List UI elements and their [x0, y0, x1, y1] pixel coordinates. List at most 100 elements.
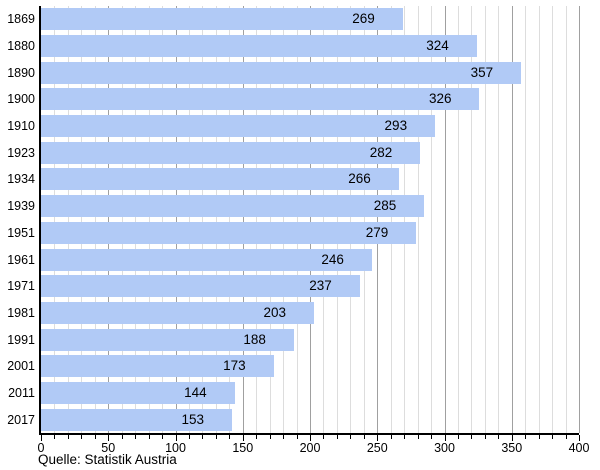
gridline-minor — [54, 6, 56, 433]
gridline-minor — [94, 6, 96, 433]
bar: 269 — [41, 8, 403, 31]
bar-value-label: 324 — [426, 38, 449, 54]
year-label: 1951 — [7, 225, 35, 240]
x-tick-minor — [552, 435, 554, 439]
year-label: 1939 — [7, 198, 35, 213]
year-label: 1869 — [7, 12, 35, 27]
x-tick-label: 200 — [299, 441, 321, 455]
gridline-major — [242, 6, 244, 433]
x-tick-label: 250 — [366, 441, 388, 455]
x-tick-minor — [67, 435, 69, 439]
x-tick-label: 400 — [568, 441, 590, 455]
gridline-minor — [148, 6, 150, 433]
gridline-minor — [188, 6, 190, 433]
bar-row: 2011 144 — [8, 380, 579, 407]
year-label: 1890 — [7, 65, 35, 80]
bar-row: 2001 173 — [7, 353, 579, 380]
gridline-minor — [81, 6, 83, 433]
bar: 237 — [41, 275, 360, 298]
x-tick-minor — [81, 435, 83, 439]
gridlines — [41, 6, 580, 433]
year-label: 1880 — [7, 38, 35, 53]
bar: 153 — [41, 408, 232, 431]
plot-area: 1869 269 1880 324 1890 357 1900 326 1910 293 1923 2… — [7, 6, 580, 435]
gridline-minor — [552, 6, 554, 433]
bar: 203 — [41, 301, 315, 324]
bar-row: 1951 279 — [7, 220, 579, 247]
x-tick-major — [377, 435, 379, 441]
x-tick-minor — [390, 435, 392, 439]
bar-value-label: 326 — [428, 91, 452, 107]
bar-value-label: 285 — [373, 198, 397, 214]
bar-row: 1961 246 — [7, 246, 579, 273]
bar-row: 1991 188 — [7, 326, 579, 353]
gridline-major — [377, 6, 379, 433]
x-tick-major — [242, 435, 244, 441]
x-tick-minor — [148, 435, 150, 439]
x-tick-label: 0 — [37, 441, 45, 455]
x-tick-minor — [162, 435, 164, 439]
bar: 293 — [41, 115, 436, 138]
gridline-minor — [336, 6, 338, 433]
bar-value-label: 282 — [369, 144, 393, 160]
x-tick-minor — [431, 435, 433, 439]
bar-value-label: 269 — [352, 11, 375, 27]
x-tick-major — [310, 435, 311, 441]
x-tick-minor — [229, 435, 231, 439]
gridline-major — [108, 6, 110, 433]
x-tick-minor — [350, 435, 352, 439]
gridline-minor — [431, 6, 433, 433]
year-label: 1981 — [7, 305, 35, 320]
gridline-minor — [363, 6, 365, 433]
x-tick-major — [444, 435, 446, 441]
gridline-minor — [229, 6, 231, 433]
x-tick-label: 150 — [232, 441, 254, 455]
gridline-minor — [256, 6, 258, 433]
gridline-minor — [457, 6, 459, 433]
year-label: 1971 — [7, 278, 35, 293]
bar-row: 1934 266 — [7, 166, 579, 193]
x-tick-minor — [323, 435, 325, 439]
gridline-major — [175, 6, 177, 433]
x-tick-minor — [525, 435, 527, 439]
bar-value-label: 188 — [243, 331, 266, 347]
x-tick-minor — [94, 435, 96, 439]
gridline-minor — [67, 6, 69, 433]
x-tick-label: 300 — [434, 441, 455, 455]
gridline-minor — [350, 6, 352, 433]
gridline-minor — [323, 6, 325, 433]
x-tick-major — [41, 435, 42, 441]
gridline-minor — [565, 6, 567, 433]
x-tick-minor — [202, 435, 204, 439]
bar: 266 — [41, 168, 399, 191]
x-tick-minor — [498, 435, 500, 439]
gridline-minor — [283, 6, 285, 433]
gridline-major — [579, 6, 580, 433]
x-tick-major — [108, 435, 110, 441]
x-tick-label: 350 — [501, 441, 523, 455]
bar-value-label: 357 — [470, 64, 494, 80]
bar-row: 1869 269 — [7, 6, 579, 33]
bar-value-label: 203 — [263, 304, 287, 320]
bar: 173 — [41, 355, 274, 378]
bar: 324 — [41, 35, 477, 58]
gridline-minor — [135, 6, 137, 433]
bar-row: 1900 326 — [7, 86, 579, 113]
bar-rows: 1869 269 1880 324 1890 357 1900 326 1910 293 1923 2… — [7, 6, 579, 433]
bar-row: 1880 324 — [7, 33, 579, 60]
gridline-major — [310, 6, 311, 433]
x-tick-minor — [336, 435, 338, 439]
x-axis-labels: 0 50 100 150 200 250 300 350 400 — [37, 441, 590, 456]
x-tick-major — [175, 435, 177, 441]
gridline-major — [511, 6, 513, 433]
year-label: 2001 — [7, 359, 35, 374]
year-label: 1923 — [7, 145, 35, 160]
bar: 279 — [41, 221, 417, 244]
gridline-major — [444, 6, 446, 433]
x-axis-ticks — [41, 435, 580, 443]
bar: 246 — [41, 248, 372, 271]
bar-value-label: 153 — [181, 411, 204, 427]
bar-value-label: 266 — [348, 171, 371, 187]
year-label: 2017 — [7, 412, 35, 427]
x-tick-minor — [296, 435, 298, 439]
